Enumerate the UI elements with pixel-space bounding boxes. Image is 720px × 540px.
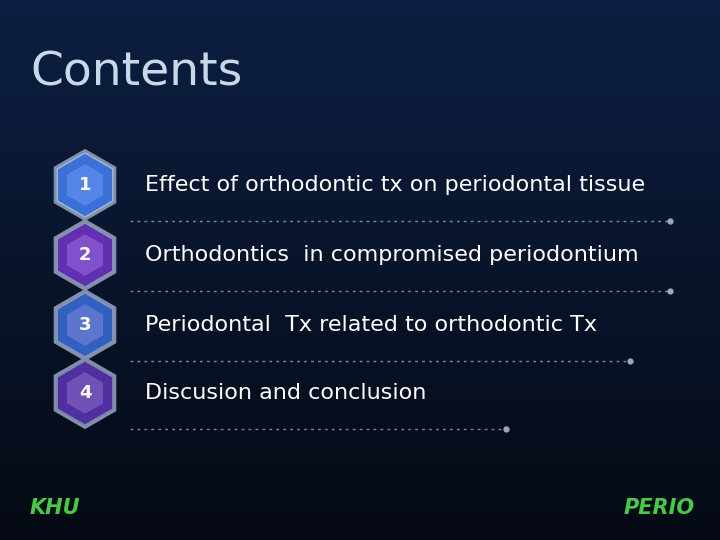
Polygon shape — [58, 361, 113, 425]
Polygon shape — [67, 234, 103, 276]
Text: PERIO: PERIO — [624, 498, 695, 518]
Polygon shape — [54, 289, 117, 361]
Text: 3: 3 — [78, 316, 91, 334]
Text: 4: 4 — [78, 384, 91, 402]
Polygon shape — [58, 153, 113, 217]
Text: Orthodontics  in compromised periodontium: Orthodontics in compromised periodontium — [145, 245, 639, 265]
Text: Contents: Contents — [30, 50, 242, 95]
Polygon shape — [67, 372, 103, 414]
Text: Discusion and conclusion: Discusion and conclusion — [145, 383, 426, 403]
Text: 2: 2 — [78, 246, 91, 264]
Text: Periodontal  Tx related to orthodontic Tx: Periodontal Tx related to orthodontic Tx — [145, 315, 597, 335]
Polygon shape — [54, 219, 117, 291]
Polygon shape — [54, 357, 117, 429]
Polygon shape — [58, 293, 113, 357]
Polygon shape — [58, 223, 113, 287]
Polygon shape — [67, 164, 103, 206]
Polygon shape — [67, 304, 103, 346]
Text: Effect of orthodontic tx on periodontal tissue: Effect of orthodontic tx on periodontal … — [145, 175, 645, 195]
Text: 1: 1 — [78, 176, 91, 194]
Text: KHU: KHU — [30, 498, 81, 518]
Polygon shape — [54, 149, 117, 221]
